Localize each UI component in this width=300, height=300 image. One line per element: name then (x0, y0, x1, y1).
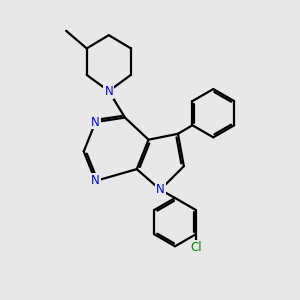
Text: N: N (91, 116, 100, 128)
Text: N: N (104, 85, 113, 98)
Text: N: N (156, 183, 165, 196)
Text: Cl: Cl (190, 241, 202, 254)
Text: N: N (91, 174, 100, 188)
